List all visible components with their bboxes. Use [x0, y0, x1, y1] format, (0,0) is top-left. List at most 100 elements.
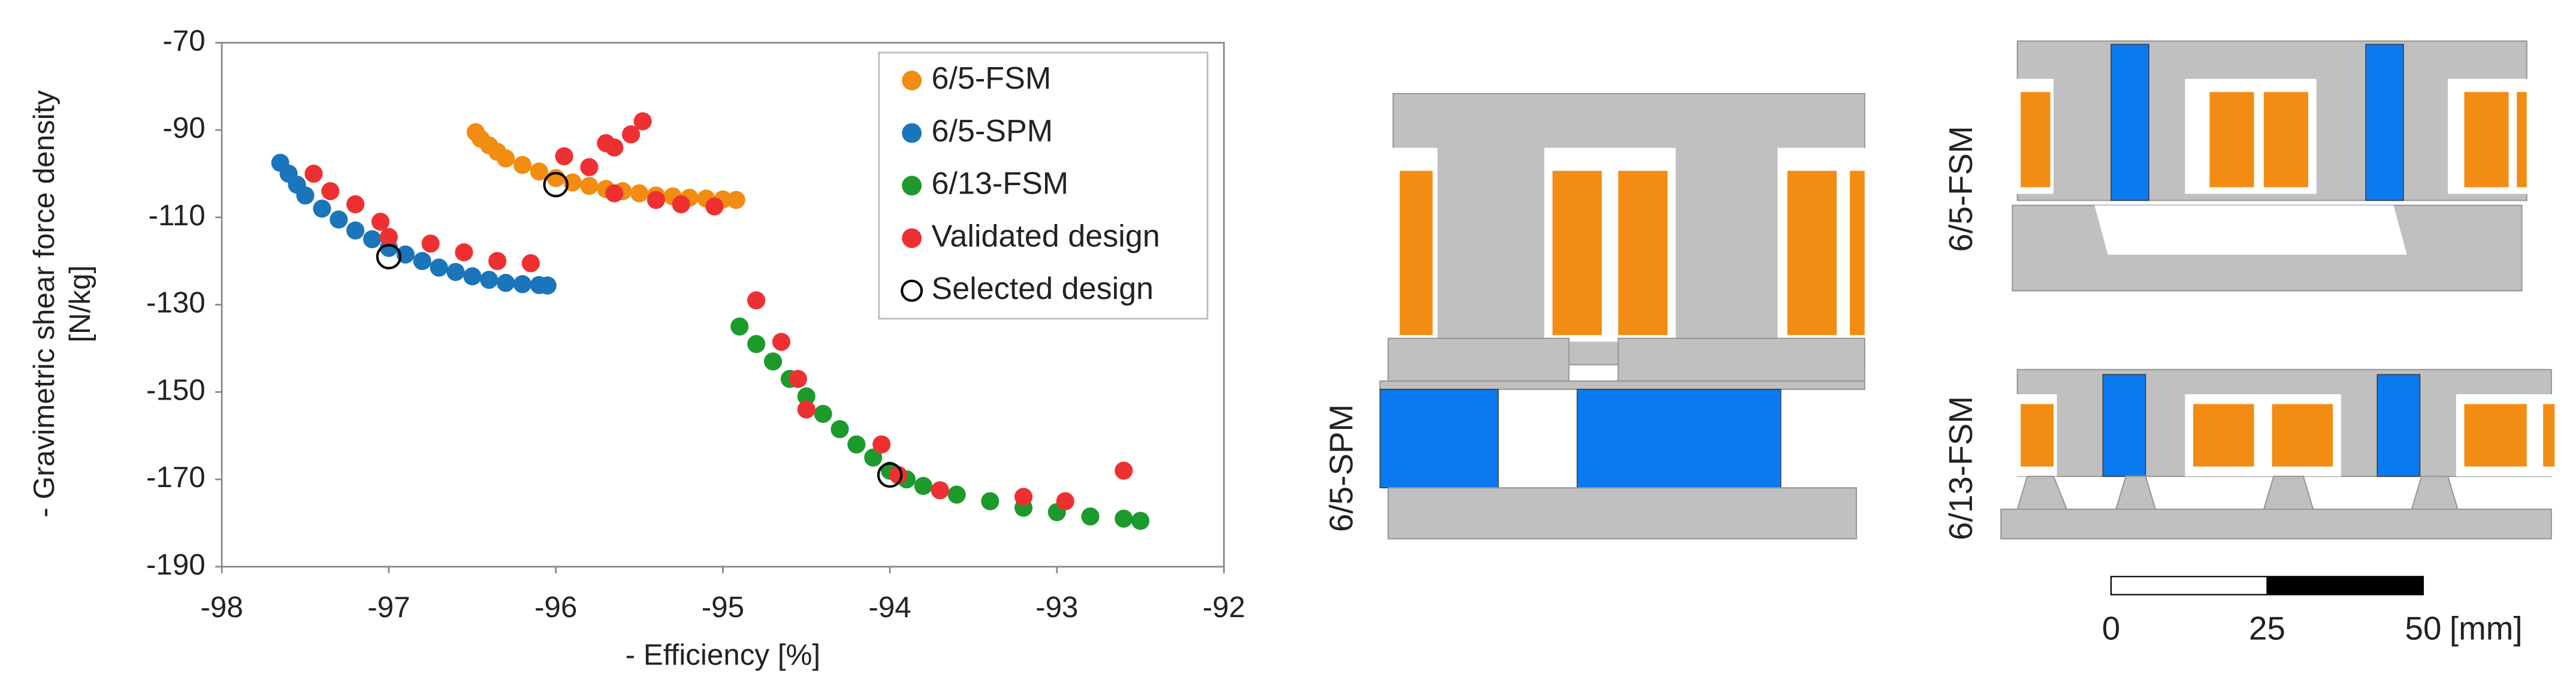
x-tick-label: -93: [1035, 591, 1078, 624]
scale-segment: [2266, 576, 2424, 596]
scale-unit: [mm]: [2450, 609, 2523, 646]
point: [580, 158, 599, 177]
point: [1056, 492, 1074, 510]
x-tick-label: -97: [367, 591, 410, 624]
point: [543, 171, 569, 198]
point: [647, 191, 665, 209]
point: [296, 186, 315, 205]
legend-marker: [902, 228, 922, 248]
point: [463, 267, 482, 286]
point: [538, 276, 557, 295]
point: [379, 228, 398, 246]
y-axis-label: - Gravimetric shear force density: [28, 90, 61, 517]
legend-marker: [902, 123, 922, 143]
y-tick-label: -90: [162, 111, 205, 144]
point: [1131, 512, 1150, 530]
x-axis-label: - Efficiency [%]: [626, 639, 820, 672]
diagram-fsm-6-13: [2000, 368, 2555, 540]
x-tick-label: -94: [868, 591, 911, 624]
y-tick-label: -190: [146, 548, 206, 581]
diagram-fsm-6-5: [2004, 40, 2547, 292]
legend-label: Validated design: [932, 219, 1160, 253]
point: [421, 234, 440, 253]
diagram-label: 6/13-FSM: [1942, 396, 1979, 540]
point: [346, 195, 365, 214]
legend-marker: [902, 70, 922, 90]
legend-marker: [902, 176, 922, 196]
point: [580, 177, 599, 195]
point: [1014, 488, 1033, 506]
point: [605, 138, 624, 157]
point: [947, 485, 966, 504]
diagram-label: 6/5-SPM: [1322, 404, 1360, 532]
y-tick-label: -70: [162, 24, 205, 57]
point: [730, 317, 749, 336]
point: [605, 184, 624, 203]
point: [513, 275, 531, 294]
point: [772, 333, 790, 351]
point: [727, 191, 745, 209]
point: [914, 476, 932, 495]
y-axis-label: [N/kg]: [64, 265, 96, 343]
point: [1115, 461, 1133, 480]
point: [931, 481, 949, 500]
scale-tick-label: 25: [2249, 609, 2285, 646]
point: [797, 400, 816, 419]
point: [889, 466, 908, 484]
y-tick-label: -110: [149, 199, 206, 232]
point: [814, 404, 832, 423]
point: [705, 197, 724, 216]
point: [304, 164, 323, 183]
point: [330, 210, 348, 229]
x-tick-label: -98: [200, 591, 243, 624]
diagram-spm: [1376, 93, 1877, 540]
point: [864, 448, 883, 467]
point: [313, 200, 331, 218]
legend-label: Selected design: [932, 271, 1154, 306]
x-tick-label: -96: [534, 591, 577, 624]
legend-marker: [901, 279, 923, 302]
point: [672, 195, 690, 214]
point: [530, 162, 548, 181]
point: [488, 252, 507, 270]
point: [797, 387, 816, 406]
point: [633, 112, 652, 131]
point: [480, 270, 499, 289]
diagram-label: 6/5-FSM: [1942, 126, 1979, 252]
point: [371, 213, 390, 231]
point: [877, 462, 903, 488]
point: [747, 291, 766, 310]
point: [430, 258, 448, 277]
point: [546, 169, 565, 188]
point: [513, 156, 531, 174]
y-tick-label: -150: [146, 373, 206, 406]
point: [872, 435, 891, 454]
scale-segment: [2110, 576, 2268, 596]
legend-label: 6/5-SPM: [932, 114, 1053, 149]
point: [789, 370, 807, 388]
x-tick-label: -95: [702, 591, 744, 624]
point: [981, 492, 999, 510]
point: [1081, 507, 1100, 526]
point: [413, 252, 431, 270]
y-tick-label: -170: [146, 461, 206, 494]
point: [1115, 509, 1133, 528]
point: [446, 262, 465, 281]
point: [630, 184, 649, 203]
point: [621, 125, 641, 144]
y-tick-label: -130: [146, 286, 206, 319]
point: [363, 230, 382, 249]
point: [346, 221, 365, 240]
scale-tick-label: 0: [2102, 609, 2121, 646]
legend-label: 6/5-FSM: [932, 61, 1052, 96]
point: [555, 147, 573, 165]
point: [763, 352, 783, 371]
x-tick-label: -92: [1203, 591, 1245, 624]
point: [496, 149, 515, 168]
point: [521, 254, 540, 273]
point: [496, 274, 515, 292]
point: [831, 420, 849, 439]
point: [455, 243, 473, 262]
point: [376, 244, 402, 270]
